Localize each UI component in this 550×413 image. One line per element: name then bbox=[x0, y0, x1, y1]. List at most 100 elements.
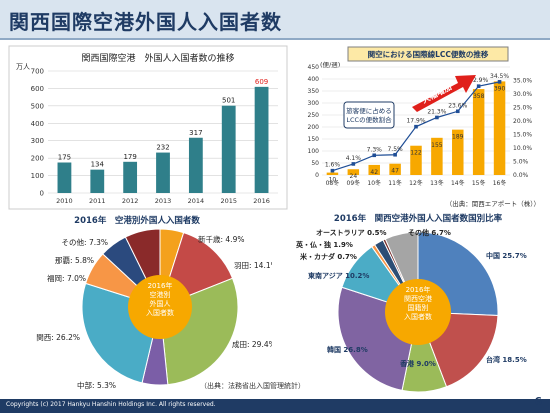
line-label: 17.9% bbox=[406, 118, 425, 125]
data-label: 317 bbox=[189, 129, 202, 137]
line-label: 7.3% bbox=[367, 146, 383, 153]
line-label: 32.9% bbox=[469, 77, 488, 84]
data-label: 134 bbox=[91, 161, 105, 169]
lcc-title-box bbox=[347, 46, 509, 62]
bar-label: 189 bbox=[452, 134, 464, 141]
x-tick-label: 2011 bbox=[89, 197, 106, 205]
y-tick-label: 600 bbox=[31, 85, 44, 93]
y-right-tick-label: 5.0% bbox=[513, 159, 529, 166]
x-tick-label: 10冬 bbox=[367, 179, 381, 187]
slice-label: 米・カナダ 0.7% bbox=[299, 252, 357, 261]
x-tick-label: 2015 bbox=[220, 197, 237, 205]
pie-source: （出典：法務省出入国管理統計） bbox=[200, 382, 305, 390]
lcc-chart-title: 関空における国際線LCC便数の推移 bbox=[368, 49, 489, 59]
bar bbox=[90, 169, 105, 193]
x-tick-label: 2013 bbox=[155, 197, 172, 205]
y-tick-label: 500 bbox=[31, 102, 44, 110]
y-tick-label: 400 bbox=[31, 120, 44, 128]
slide-footer: Copyrights (c) 2017 Hankyu Hanshin Holdi… bbox=[0, 399, 550, 413]
data-label: 179 bbox=[123, 153, 136, 161]
bar-label: 47 bbox=[391, 168, 399, 175]
x-tick-label: 09冬 bbox=[347, 179, 361, 187]
y-right-tick-label: 15.0% bbox=[513, 132, 532, 139]
slice-label: 中部: 5.3% bbox=[77, 380, 116, 390]
y-tick-label: 200 bbox=[308, 124, 320, 131]
data-label: 175 bbox=[58, 154, 71, 162]
x-tick-labels: 08冬 09冬 10冬 11冬 12冬 13冬 14冬 15冬 16冬 bbox=[326, 179, 507, 187]
x-tick-label: 16冬 bbox=[493, 179, 507, 187]
x-tick-label: 2012 bbox=[122, 197, 139, 205]
bars: 175 134 179 232 317 501 609 bbox=[57, 78, 269, 193]
line-point bbox=[455, 109, 460, 114]
share-line: 1.6% 4.1% 7.3% 7.5% 17.9%21.3%23.6% 32.9%34.5… bbox=[325, 73, 509, 173]
bar-label: 122 bbox=[410, 150, 422, 157]
y-tick-label: 700 bbox=[31, 68, 44, 76]
slide-title: 関西国際空港外国人入国者数 bbox=[9, 10, 282, 34]
line-label: 4.1% bbox=[346, 155, 362, 162]
line-point bbox=[351, 162, 356, 166]
left-y-tick-labels: 0 50 100 150 200 250 300 350 400 450 bbox=[308, 64, 320, 179]
x-tick-label: 2014 bbox=[188, 197, 205, 205]
line-point bbox=[435, 115, 439, 120]
y-tick-label: 50 bbox=[311, 160, 319, 167]
lcc-source: （出典：関西エアポート（株）） bbox=[446, 199, 540, 208]
center-label: 2016年関西空港国籍別入国者数 bbox=[404, 285, 432, 321]
y-tick-label: 200 bbox=[31, 155, 44, 163]
x-tick-label: 2010 bbox=[56, 197, 73, 205]
slice-label: 関西: 26.2% bbox=[36, 333, 80, 342]
bar bbox=[188, 137, 203, 193]
line-label: 7.5% bbox=[387, 146, 403, 153]
lcc-y-unit: (便/週) bbox=[320, 60, 340, 69]
y-tick-label: 100 bbox=[31, 172, 44, 180]
data-label: 501 bbox=[222, 97, 235, 105]
copyright-text: Copyrights (c) 2017 Hankyu Hanshin Holdi… bbox=[6, 401, 216, 408]
y-right-tick-label: 30.0% bbox=[513, 91, 532, 98]
slice-label: 那覇: 5.8% bbox=[55, 256, 94, 265]
bar bbox=[452, 129, 464, 175]
chart-frame bbox=[8, 45, 288, 210]
slice-label: 東南アジア 10.2% bbox=[308, 271, 369, 280]
y-right-tick-label: 25.0% bbox=[513, 105, 532, 112]
y-tick-label: 450 bbox=[308, 64, 320, 71]
bar bbox=[57, 162, 72, 193]
y-tick-label: 150 bbox=[308, 136, 320, 143]
line-point bbox=[476, 84, 481, 88]
annotation-box bbox=[343, 101, 395, 129]
airport-pie-title: 2016年 空港別外国人入国者数 bbox=[74, 215, 200, 226]
data-label: 232 bbox=[156, 144, 169, 152]
y-right-tick-label: 10.0% bbox=[513, 145, 532, 152]
y-tick-label: 400 bbox=[308, 76, 320, 83]
line-label: 21.3% bbox=[427, 108, 446, 115]
slice-label: オーストラリア 0.5% bbox=[316, 229, 387, 237]
bar bbox=[123, 161, 138, 193]
bar bbox=[410, 145, 422, 175]
bar-label: 24 bbox=[350, 173, 358, 180]
x-tick-labels: 2010 2011 2012 2013 2014 2015 2016 bbox=[56, 197, 270, 205]
bar-label: 10 bbox=[329, 177, 337, 184]
nationality-pie-chart: 2016年 関西空港外国人入国者数国別比率 2016年関西空港国籍別入国者数 中… bbox=[295, 213, 527, 392]
bar bbox=[431, 137, 443, 175]
slice-label: 福岡: 7.0% bbox=[47, 274, 86, 283]
center-disc bbox=[385, 279, 451, 345]
slice-label: 香港 9.0% bbox=[399, 359, 436, 368]
line-point bbox=[330, 168, 335, 173]
nationality-pie-title: 2016年 関西空港外国人入国者数国別比率 bbox=[334, 213, 503, 224]
bar bbox=[493, 81, 506, 175]
slice-labels: 中国 25.7% 台湾 18.5% 香港 9.0% 韓国 26.8% 東南アジア 10.… bbox=[295, 228, 527, 368]
page-number: 6 bbox=[534, 395, 542, 408]
data-label: 609 bbox=[255, 78, 268, 86]
bar bbox=[221, 105, 236, 193]
slice-label: その他 6.7% bbox=[408, 228, 451, 237]
y-right-tick-label: 0.0% bbox=[513, 172, 529, 179]
center-label: 2016年空港別外国人入国者数 bbox=[146, 281, 174, 317]
slice-label: 台湾 18.5% bbox=[486, 355, 527, 364]
line-label: 34.5% bbox=[490, 73, 509, 80]
bar bbox=[389, 163, 401, 175]
x-tick-label: 11冬 bbox=[388, 179, 402, 187]
visitor-bar-chart: 関西国際空港 外国人入国者数の推移 万人 0 100 200 300 400 500 600… bbox=[8, 45, 288, 210]
slice-label: 中国 25.7% bbox=[486, 251, 527, 260]
slice-label: 成田: 29.4% bbox=[232, 339, 272, 349]
center-disc bbox=[128, 275, 192, 339]
bar bbox=[156, 152, 170, 193]
y-right-tick-label: 35.0% bbox=[513, 78, 532, 85]
